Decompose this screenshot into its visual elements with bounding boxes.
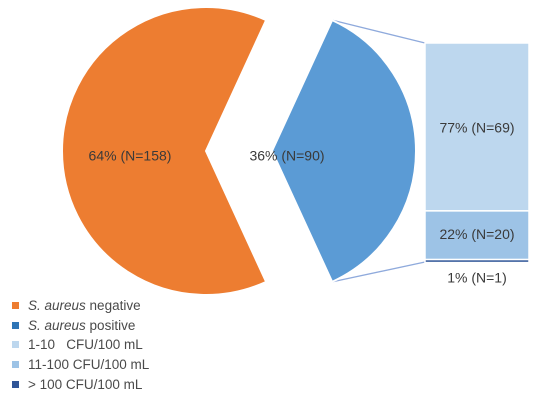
legend-label: 11-100 CFU/100 mL (28, 357, 150, 373)
pie-label-negative: 64% (N=158) (89, 148, 172, 164)
legend-label: > 100 CFU/100 mL (28, 376, 143, 392)
legend-swatch (12, 321, 19, 329)
legend-item-3: 1-10 CFU/100 mL (12, 335, 149, 355)
legend-label: 1-10 CFU/100 mL (28, 337, 143, 353)
bar-segment-3 (424, 258, 530, 264)
legend-swatch (12, 302, 19, 310)
legend-item-4: 11-100 CFU/100 mL (12, 355, 149, 375)
pie-slice-negative (61, 6, 268, 296)
legend-label: S. aureus positive (28, 317, 136, 333)
legend-swatch (12, 361, 19, 369)
legend-item-2: S. aureus positive (12, 316, 149, 336)
pie-slice-positive (270, 18, 417, 284)
bar-segment-1 (424, 42, 530, 212)
legend-item-5: > 100 CFU/100 mL (12, 374, 149, 394)
stacked-bar (424, 42, 530, 264)
connector-line-bottom (331, 261, 426, 283)
legend-label: S. aureus negative (28, 298, 141, 314)
connector-lines (331, 19, 426, 283)
legend-swatch (12, 341, 19, 349)
legend-swatch (12, 380, 19, 388)
bar-segment-2 (424, 210, 530, 261)
legend-item-1: S. aureus negative (12, 296, 149, 316)
legend: S. aureus negative S. aureus positive 1-10… (12, 296, 149, 394)
bar-label-1: 77% (N=69) (439, 120, 514, 136)
data-labels: 64% (N=158) 36% (N=90) 77% (N=69) 22% (N=20… (89, 120, 515, 286)
bar-label-2: 22% (N=20) (439, 226, 514, 242)
pie-label-positive: 36% (N=90) (249, 148, 324, 164)
pie (61, 6, 417, 296)
bar-label-3: 1% (N=1) (447, 270, 507, 286)
connector-line-top (331, 19, 426, 44)
